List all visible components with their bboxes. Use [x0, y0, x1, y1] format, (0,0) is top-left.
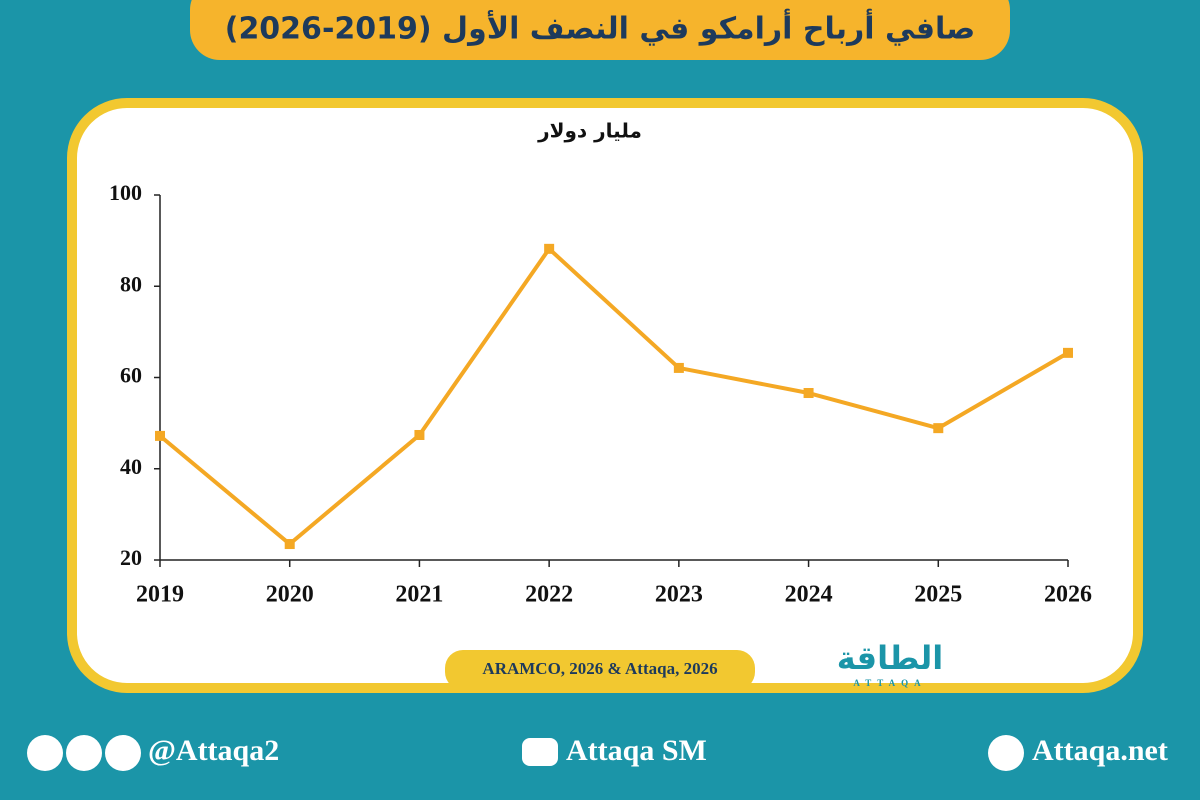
data-point [155, 430, 165, 441]
data-point [544, 243, 555, 254]
x-tick-label: 2023 [655, 582, 703, 608]
x-icon [27, 735, 63, 771]
source: ARAMCO, 2026 & Attaqa, 2026 [482, 659, 717, 678]
x-tick-label: 2021 [395, 582, 443, 608]
data-point [803, 388, 814, 399]
chart-panel [67, 98, 1143, 693]
data-point [673, 362, 684, 373]
plot: 20 40 60 80 100 2019 2020 2021 2022 2023 2024 2025 2… [109, 180, 1092, 607]
data-line [158, 246, 1070, 547]
x-tick-label: 2026 [1044, 582, 1092, 608]
x-tick-label: 2020 [266, 582, 314, 608]
facebook-icon [105, 735, 141, 771]
footer-handle: @Attaqa2 [148, 734, 279, 767]
youtube-icon [522, 738, 558, 766]
instagram-icon [66, 735, 102, 771]
y-tick-label: 100 [109, 180, 142, 205]
source-pill [445, 650, 755, 690]
chart-title: صافي أرباح أرامكو في النصف الأول (2019-2… [225, 9, 976, 47]
x-tick-label: 2024 [785, 582, 833, 608]
footer-youtube: Attaqa SM [566, 734, 707, 767]
data-point [414, 429, 425, 440]
y-tick-label: 40 [120, 454, 142, 479]
globe-icon [988, 735, 1024, 771]
logo-name: الطاقة [837, 639, 944, 677]
logo-latin: ATTAQA [853, 678, 926, 688]
y-tick-label: 60 [120, 363, 142, 388]
data-point [933, 423, 944, 434]
y-tick-label: 80 [120, 271, 142, 296]
footer-site: Attaqa.net [1032, 734, 1168, 767]
x-tick-label: 2025 [914, 582, 962, 608]
data-point [284, 539, 295, 550]
title-banner [190, 0, 1010, 60]
y-axis-label: مليار دولار [537, 119, 642, 143]
x-tick-label: 2022 [525, 582, 573, 608]
y-tick-label: 20 [120, 545, 142, 570]
data-point [1063, 347, 1073, 358]
x-tick-label: 2019 [136, 582, 184, 608]
